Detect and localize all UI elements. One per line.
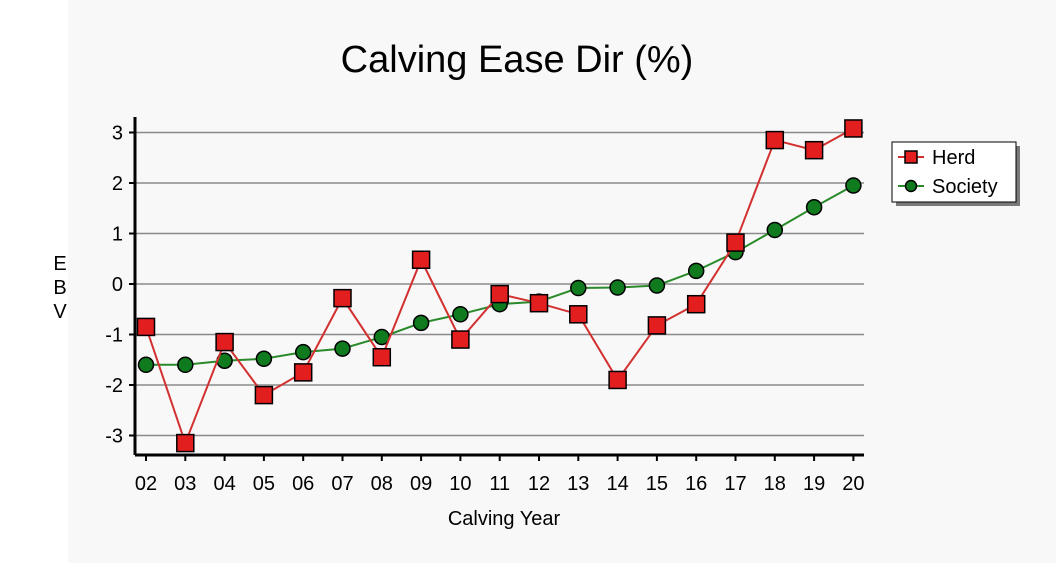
- data-point-society: [294, 343, 312, 361]
- data-point-society: [334, 340, 351, 357]
- x-tick-label: 18: [764, 473, 786, 495]
- chart-title: Calving Ease Dir (%): [341, 39, 694, 81]
- data-point-herd: [372, 347, 392, 367]
- data-point-society: [805, 198, 823, 216]
- data-point-society: [766, 221, 784, 239]
- series-society: [137, 177, 862, 374]
- series-layer: [136, 119, 863, 453]
- legend-label-herd: Herd: [932, 147, 975, 169]
- data-point-herd: [569, 305, 588, 324]
- data-point-herd: [726, 233, 745, 252]
- x-axis-title: Calving Year: [448, 508, 561, 530]
- data-point-society: [255, 350, 273, 367]
- data-point-herd: [844, 119, 863, 138]
- data-point-herd: [529, 293, 549, 313]
- y-tick-label: 1: [112, 224, 123, 246]
- series-herd: [136, 119, 863, 453]
- y-tick-label: 2: [112, 173, 123, 195]
- y-tick-label: -2: [105, 375, 123, 397]
- y-tick-label: 0: [112, 274, 123, 296]
- data-point-herd: [804, 140, 824, 160]
- x-tick-label: 12: [528, 473, 550, 495]
- legend-marker-herd: [904, 150, 918, 164]
- data-point-herd: [765, 130, 785, 150]
- data-point-herd: [176, 433, 195, 453]
- data-point-herd: [490, 284, 509, 304]
- x-tick-label: 16: [685, 473, 707, 495]
- x-tick-label: 06: [292, 473, 314, 495]
- grid: [135, 131, 864, 437]
- data-point-society: [845, 177, 862, 194]
- x-tick-label: 15: [646, 473, 668, 495]
- x-tick-label: 13: [567, 473, 589, 495]
- x-tick-label: 14: [606, 473, 628, 495]
- data-point-herd: [647, 316, 667, 335]
- x-tick-label: 10: [449, 473, 471, 495]
- y-tick-label: -1: [105, 325, 123, 347]
- x-tick-label: 03: [174, 473, 196, 495]
- legend: Herd Society: [891, 141, 1020, 206]
- x-tick-label: 19: [803, 473, 825, 495]
- chart-background: [68, 0, 1056, 563]
- data-point-society: [648, 277, 666, 294]
- data-point-herd: [411, 250, 431, 270]
- x-tick-label: 07: [331, 473, 353, 495]
- x-tick-label: 11: [489, 473, 510, 495]
- data-point-society: [452, 306, 469, 323]
- legend-label-society: Society: [932, 176, 998, 198]
- data-point-herd: [686, 294, 706, 314]
- data-point-society: [687, 262, 705, 280]
- data-point-society: [412, 314, 430, 332]
- y-tick-label: 3: [112, 123, 123, 145]
- x-tick-label: 05: [253, 473, 275, 495]
- data-point-herd: [215, 332, 234, 352]
- legend-marker-society: [904, 179, 918, 193]
- data-point-society: [177, 356, 194, 374]
- x-tick-label: 20: [842, 473, 864, 495]
- data-point-society: [137, 356, 155, 374]
- x-tick-label: 08: [371, 473, 393, 495]
- data-point-herd: [451, 330, 470, 349]
- x-tick-label: 04: [213, 473, 235, 495]
- data-point-society: [570, 279, 587, 297]
- data-point-herd: [254, 385, 274, 405]
- data-point-herd: [608, 370, 627, 390]
- x-tick-label: 17: [724, 473, 746, 495]
- x-tick-label: 09: [410, 473, 432, 495]
- data-point-herd: [136, 317, 156, 337]
- y-tick-label: -3: [105, 426, 123, 448]
- data-point-society: [609, 279, 626, 296]
- data-point-herd: [293, 363, 313, 382]
- data-point-herd: [333, 288, 352, 308]
- x-tick-label: 02: [135, 473, 157, 495]
